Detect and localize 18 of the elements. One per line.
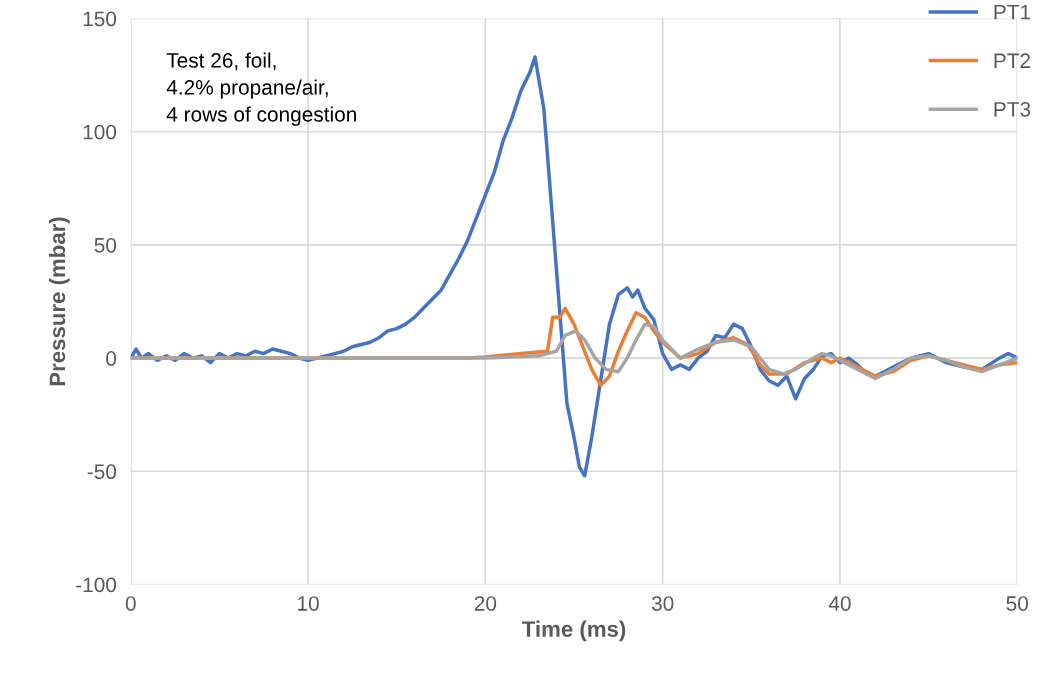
legend-label: PT1 (994, 4, 1031, 20)
y-axis-title: Pressure (mbar) (48, 217, 70, 386)
legend-label: PT3 (994, 101, 1031, 117)
x-tick-label: 50 (1006, 596, 1029, 611)
y-tick-label: 100 (83, 124, 117, 140)
legend-label: PT2 (994, 53, 1031, 68)
x-tick-label: 40 (828, 596, 851, 611)
x-tick-label: 30 (651, 596, 674, 611)
y-tick-label: -100 (76, 577, 117, 593)
y-tick-label: 150 (83, 11, 117, 27)
x-tick-label: 0 (125, 596, 136, 611)
x-axis-title: Time (ms) (521, 620, 626, 642)
annotation: Test 26, foil, 4.2% propane/air, 4 rows of congestion (166, 52, 356, 126)
x-tick-label: 10 (298, 596, 319, 611)
y-tick-label: 0 (106, 351, 117, 366)
y-tick-label: 50 (94, 237, 117, 253)
y-tick-label: -50 (87, 464, 117, 480)
x-tick-label: 20 (474, 596, 497, 611)
